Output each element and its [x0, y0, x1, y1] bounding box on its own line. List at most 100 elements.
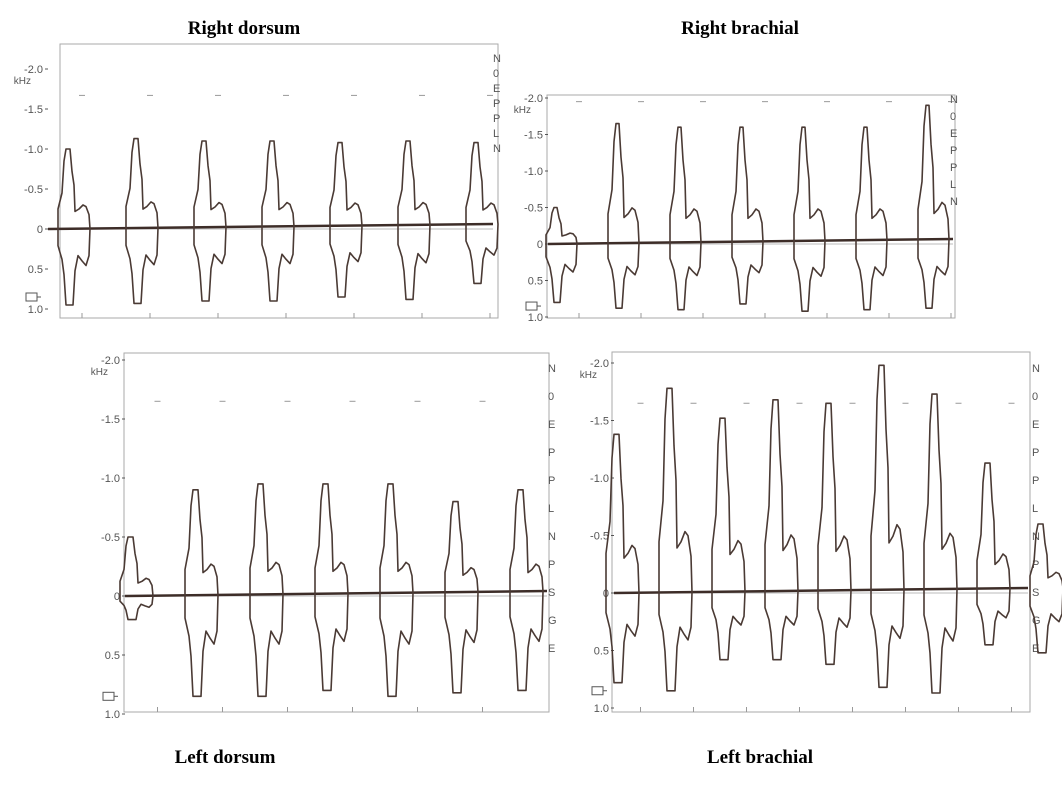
side-label-letter: N: [548, 531, 556, 543]
waveform-complex: [731, 126, 764, 305]
side-label-letter: E: [548, 419, 555, 431]
side-label-letter: N: [950, 196, 958, 208]
y-tick-label: 1.0: [105, 709, 120, 721]
y-tick-label: -1.5: [524, 130, 543, 142]
side-label-letter: 0: [1032, 391, 1038, 403]
doppler-panel-right-dorsum: -2.0 -1.5 -1.0 -0.5 0 0.5 1.0 kHz N 0 E P P L N: [0, 40, 510, 330]
y-tick-label: -1.0: [24, 144, 43, 156]
waveform-complex: [379, 483, 414, 698]
waveform-complex: [125, 137, 159, 305]
waveform-complex: [855, 126, 888, 311]
y-tick-label: 0: [537, 239, 543, 251]
waveform-complex: [314, 483, 349, 692]
y-tick-label: 1.0: [594, 703, 609, 715]
panel-title-right-brachial: Right brachial: [681, 18, 799, 39]
y-tick-label: -0.5: [524, 203, 543, 215]
baseline-trace: [547, 237, 954, 246]
y-tick-label: 0.5: [528, 276, 543, 288]
waveform-complex: [605, 433, 640, 684]
y-tick-label: -1.5: [101, 414, 120, 426]
doppler-panel-left-brachial: -2.0 -1.5 -1.0 -0.5 0 0.5 1.0 kHz N 0 E P P L N P S G E: [570, 340, 1062, 725]
side-label-letter: P: [950, 162, 957, 174]
waveform-complex: [193, 140, 227, 302]
direction-indicator-icon: [525, 301, 538, 311]
side-label-letter: P: [493, 113, 500, 125]
y-tick-label: 0.5: [28, 264, 43, 276]
waveform-complex: [1029, 523, 1062, 654]
y-unit-label: kHz: [514, 105, 531, 116]
y-tick-label: -2.0: [590, 358, 609, 370]
side-label-letter: P: [493, 98, 500, 110]
plot-frame: [123, 352, 550, 713]
waveform-complex: [923, 393, 958, 694]
waveform-complex: [57, 148, 91, 306]
y-tick-label: -1.0: [524, 166, 543, 178]
side-label-letter: G: [548, 615, 557, 627]
waveform-complex: [669, 126, 702, 311]
waveform-complex: [329, 141, 363, 298]
doppler-panel-right-brachial: -2.0 -1.5 -1.0 -0.5 0 0.5 1.0 kHz N 0 E P P L N: [505, 85, 1062, 325]
baseline-trace: [124, 589, 548, 598]
waveform-complex: [870, 364, 905, 689]
side-label-letter: E: [950, 128, 957, 140]
y-tick-label: -2.0: [24, 64, 43, 76]
y-tick-label: -1.5: [24, 104, 43, 116]
waveform-complex: [607, 122, 640, 309]
side-label-letter: N: [493, 143, 501, 155]
waveform-complex: [817, 402, 852, 666]
side-label-letter: N: [1032, 363, 1040, 375]
y-tick-label: 0.5: [594, 646, 609, 658]
y-tick-label: -0.5: [590, 531, 609, 543]
side-label-letter: P: [950, 145, 957, 157]
panel-title-left-brachial: Left brachial: [706, 747, 814, 768]
side-label-letter: L: [950, 179, 956, 191]
waveform-complex: [545, 206, 578, 304]
side-label-letter: P: [1032, 447, 1039, 459]
side-label-letter: E: [1032, 419, 1039, 431]
side-label-letter: S: [1032, 587, 1039, 599]
plot-frame: [546, 94, 956, 319]
panel-title-left-dorsum: Left dorsum: [174, 747, 276, 768]
side-label-letter: E: [548, 643, 555, 655]
y-unit-label: kHz: [14, 76, 31, 87]
waveform-complex: [917, 104, 950, 309]
y-tick-label: -1.0: [101, 473, 120, 485]
y-unit-label: kHz: [580, 370, 597, 381]
y-tick-label: -2.0: [524, 93, 543, 105]
waveform-complex: [465, 141, 499, 285]
side-label-letter: 0: [548, 391, 554, 403]
side-label-letter: G: [1032, 615, 1041, 627]
side-label-letter: E: [1032, 643, 1039, 655]
waveform-complex: [658, 387, 693, 692]
y-tick-label: 0: [114, 591, 120, 603]
baseline-trace: [47, 222, 494, 231]
waveform-complex: [184, 489, 219, 698]
panel-title-right-dorsum: Right dorsum: [187, 18, 301, 39]
y-tick-label: -1.0: [590, 473, 609, 485]
baseline-trace: [613, 586, 1029, 595]
plot-frame: [59, 43, 499, 319]
y-unit-label: kHz: [91, 367, 108, 378]
side-label-letter: P: [548, 475, 555, 487]
y-tick-label: -0.5: [24, 184, 43, 196]
side-label-letter: L: [493, 128, 499, 140]
side-label-letter: N: [950, 94, 958, 106]
doppler-panel-left-dorsum: -2.0 -1.5 -1.0 -0.5 0 0.5 1.0 kHz N 0 E P P L N P S G E: [80, 340, 570, 725]
y-tick-label: 1.0: [28, 304, 43, 316]
waveform-complex: [397, 140, 431, 301]
waveform-complex: [444, 500, 479, 694]
y-tick-label: 1.0: [528, 312, 543, 324]
waveform-complex: [249, 483, 284, 698]
side-label-letter: P: [1032, 559, 1039, 571]
y-tick-label: -1.5: [590, 416, 609, 428]
side-label-letter: E: [493, 83, 500, 95]
waveform-complex: [976, 462, 1011, 646]
side-label-letter: N: [493, 53, 501, 65]
waveform-complex: [711, 417, 746, 661]
waveform-complex: [119, 536, 154, 621]
y-tick-label: -2.0: [101, 355, 120, 367]
